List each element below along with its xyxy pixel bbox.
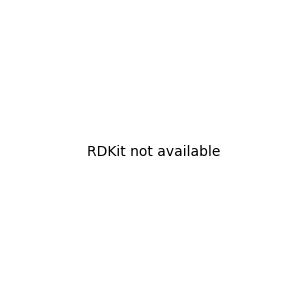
Text: RDKit not available: RDKit not available bbox=[87, 145, 220, 158]
